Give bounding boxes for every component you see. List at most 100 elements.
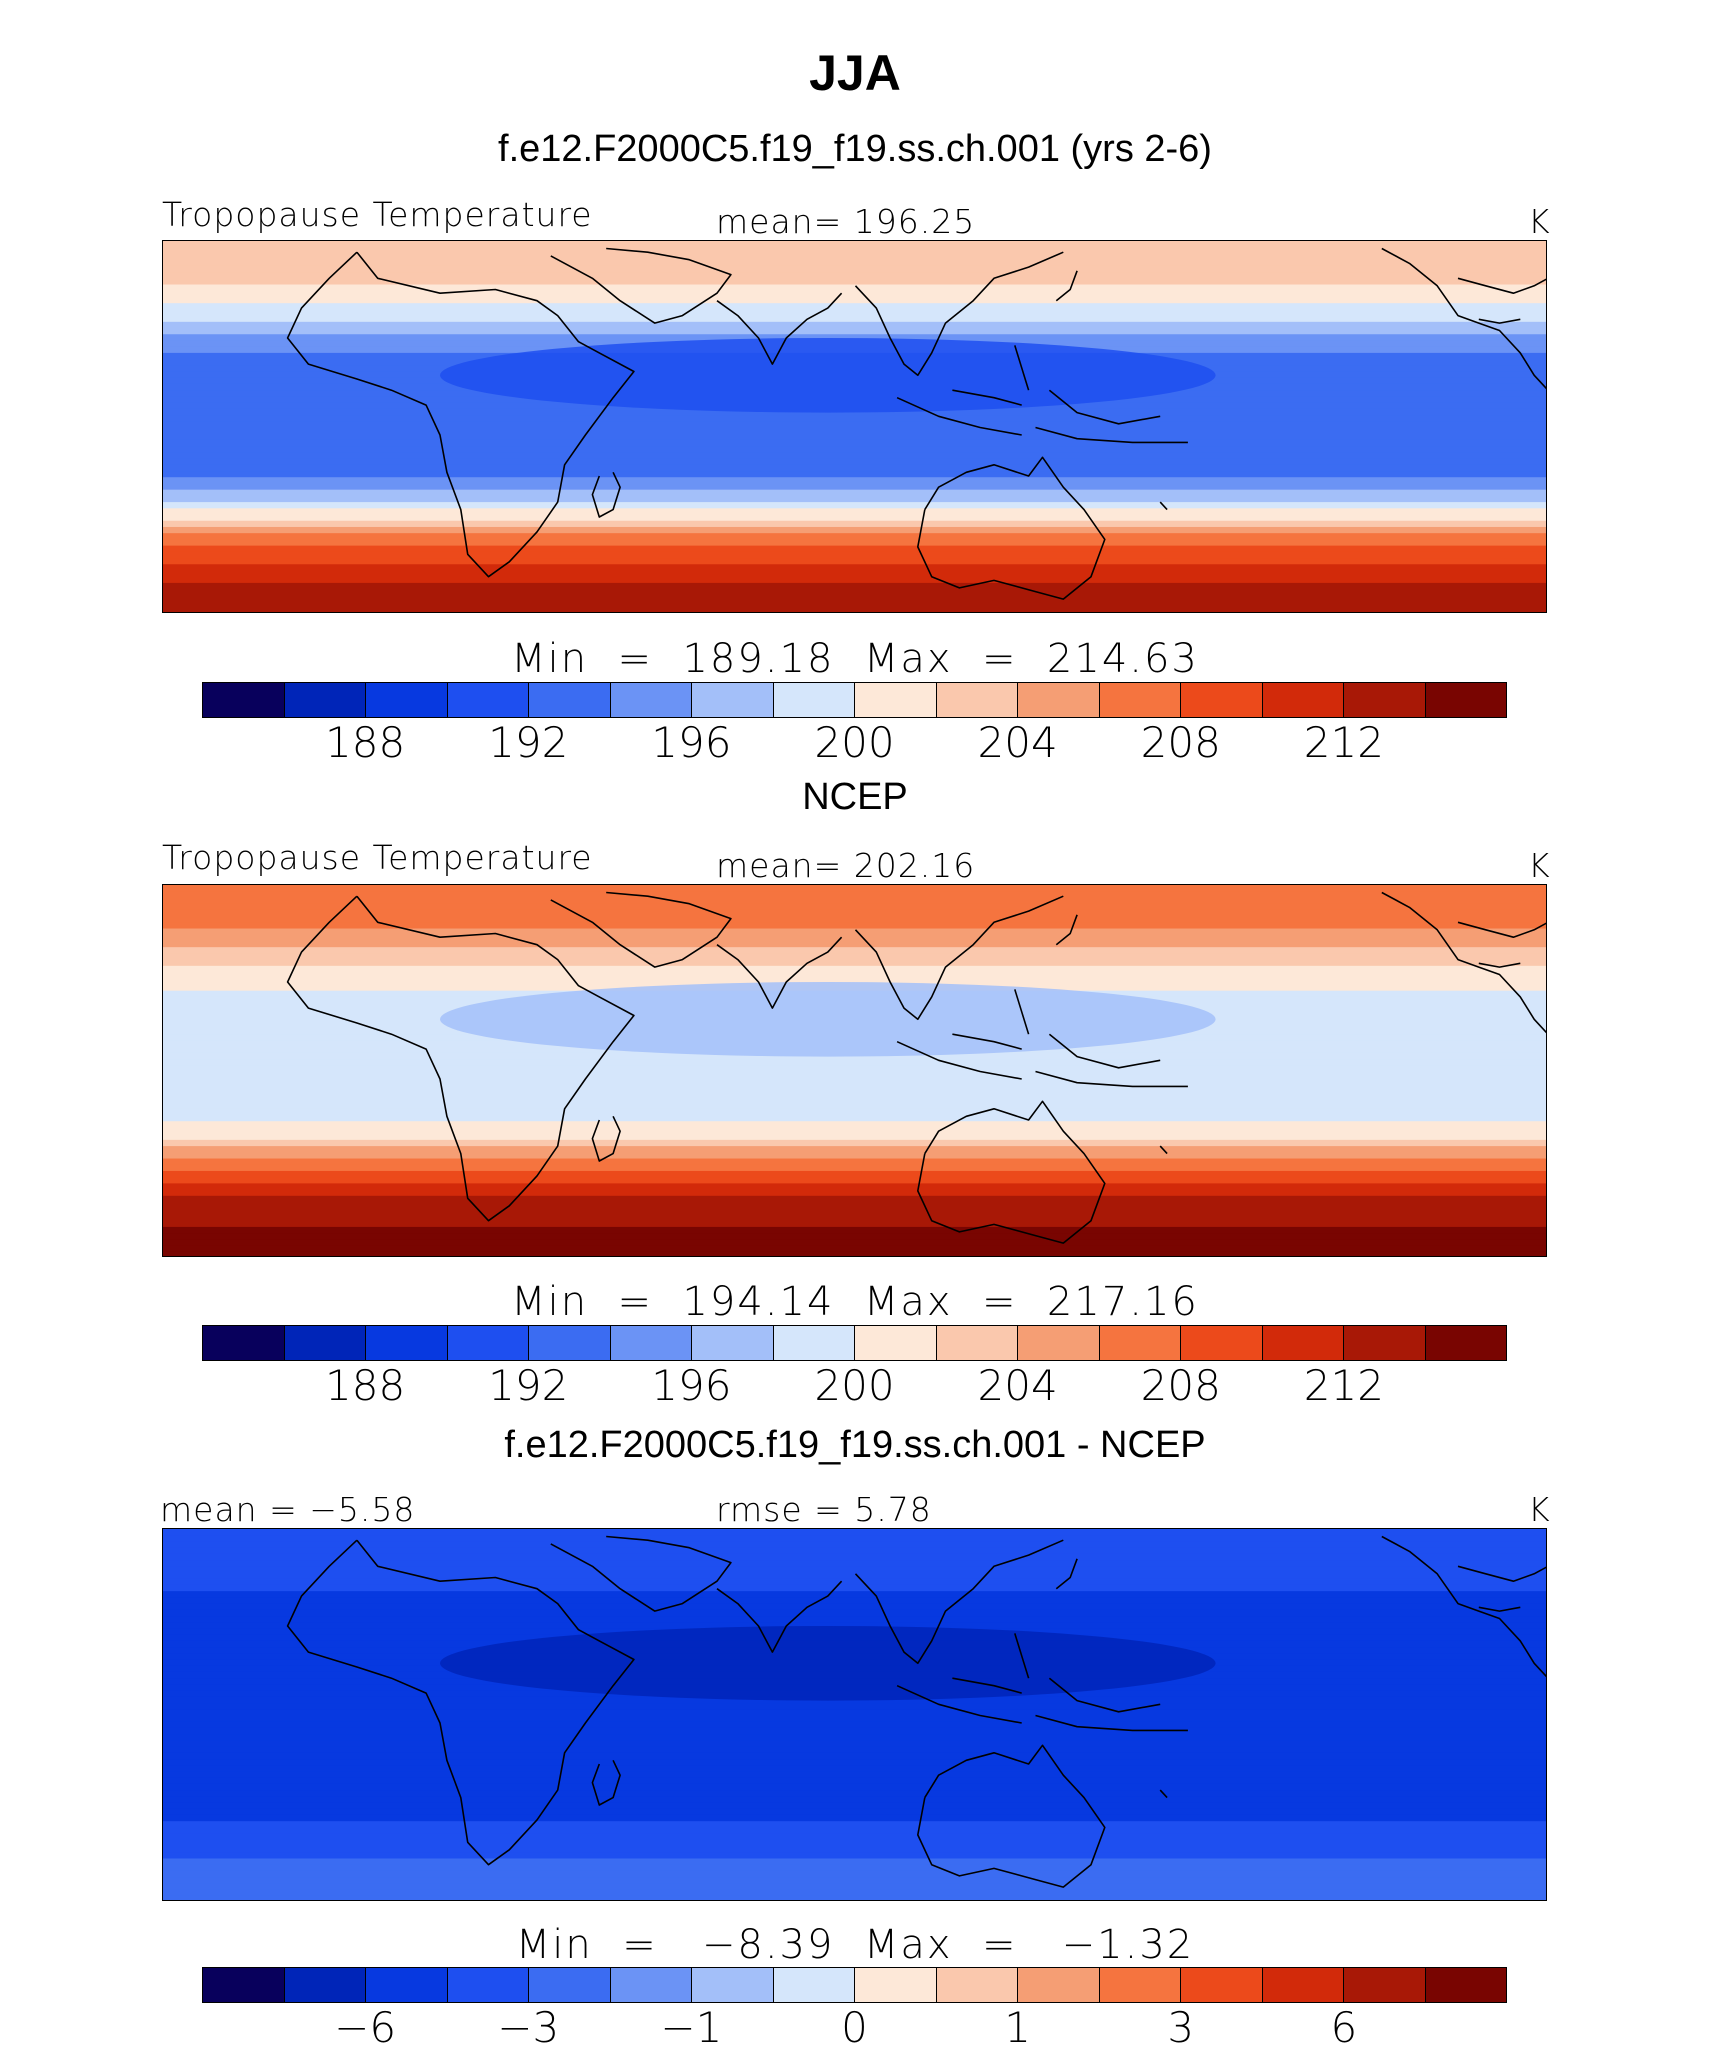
colorbar-tick-label: 192	[488, 1361, 569, 1410]
field-band-12	[163, 959, 1546, 967]
colorbar-swatch-12	[1181, 1326, 1263, 1360]
colorbar-swatch-12	[1181, 683, 1263, 717]
field-band-4	[163, 265, 1546, 273]
coastline-12	[1159, 1789, 1168, 1799]
coastline-7	[1048, 1033, 1161, 1069]
colorbar-swatch-10	[1018, 683, 1100, 717]
field-band-46	[163, 1170, 1546, 1178]
field-band-41	[163, 1783, 1546, 1791]
field-band-32	[163, 1083, 1546, 1091]
field-band-59	[163, 607, 1546, 612]
field-band-39	[163, 1771, 1546, 1779]
field-band-58	[163, 1245, 1546, 1253]
field-band-48	[163, 1827, 1546, 1835]
colorbar-swatch-1	[284, 1326, 366, 1360]
coastline-3	[854, 1539, 1064, 1665]
colorbar-swatch-5	[610, 683, 692, 717]
field-band-53	[163, 1214, 1546, 1222]
field-band-32	[163, 1727, 1546, 1735]
colorbar-swatch-0	[203, 683, 285, 717]
field-band-14	[163, 1616, 1546, 1623]
colorbar-tick-label: 204	[977, 1361, 1058, 1410]
field-band-30	[163, 1715, 1546, 1723]
colorbar-swatch-3	[447, 1326, 529, 1360]
field-band-31	[163, 1077, 1546, 1085]
field-band-49	[163, 545, 1546, 553]
field-band-13	[163, 1609, 1546, 1617]
field-band-59	[163, 1895, 1546, 1900]
field-tropical-core	[440, 1625, 1216, 1701]
field-band-12	[163, 315, 1546, 323]
field-band-57	[163, 1239, 1546, 1247]
colorbar-tick-label: 200	[814, 718, 895, 767]
field-band-35	[163, 458, 1546, 466]
field-band-7	[163, 928, 1546, 936]
panel3-colorbar	[202, 1967, 1507, 2003]
field-band-48	[163, 539, 1546, 547]
panel1-map	[162, 240, 1547, 613]
field-band-51	[163, 558, 1546, 565]
field-band-41	[163, 495, 1546, 503]
colorbar-tick-label: 0	[841, 2003, 868, 2052]
coastline-6	[952, 389, 1022, 406]
colorbar-swatch-6	[692, 1968, 774, 2002]
field-band-38	[163, 1765, 1546, 1773]
colorbar-swatch-9	[936, 683, 1018, 717]
field-band-1	[163, 1535, 1546, 1543]
field-band-6	[163, 1566, 1546, 1574]
colorbar-tick-label: 196	[651, 718, 732, 767]
colorbar-swatch-0	[203, 1326, 285, 1360]
coastline-2	[716, 1580, 843, 1653]
field-band-0	[163, 241, 1546, 248]
field-band-3	[163, 1547, 1546, 1555]
colorbar-swatch-6	[692, 683, 774, 717]
field-band-28	[163, 1059, 1546, 1066]
panel1-map-svg	[163, 241, 1546, 612]
colorbar-tick-label: 212	[1303, 1361, 1384, 1410]
field-band-54	[163, 1864, 1546, 1872]
colorbar-swatch-1	[284, 683, 366, 717]
field-band-56	[163, 589, 1546, 596]
colorbar-swatch-1	[284, 1968, 366, 2002]
colorbar-tick-label: −6	[334, 2003, 397, 2052]
field-band-40	[163, 1777, 1546, 1785]
field-band-11	[163, 953, 1546, 961]
coastline-1	[550, 247, 732, 324]
field-band-32	[163, 439, 1546, 447]
panel1-variable-label: Tropopause Temperature	[162, 195, 593, 234]
field-band-49	[163, 1833, 1546, 1841]
colorbar-swatch-5	[610, 1326, 692, 1360]
colorbar-tick-label: −1	[660, 2003, 723, 2052]
field-band-36	[163, 1108, 1546, 1116]
colorbar-swatch-3	[447, 1968, 529, 2002]
coastline-0	[286, 251, 635, 578]
panel3-rmse-label: rmse = 5.78	[716, 1490, 932, 1529]
field-band-45	[163, 520, 1546, 528]
field-band-39	[163, 1127, 1546, 1135]
panel2-units-label: K	[1528, 846, 1551, 885]
figure-title: JJA	[809, 45, 901, 101]
field-band-54	[163, 1220, 1546, 1228]
field-band-3	[163, 259, 1546, 267]
panel2-map	[162, 884, 1547, 1257]
field-band-10	[163, 303, 1546, 310]
field-band-34	[163, 1740, 1546, 1748]
colorbar-swatch-13	[1262, 1326, 1344, 1360]
field-band-47	[163, 533, 1546, 540]
panel3-units-label: K	[1528, 1490, 1551, 1529]
colorbar-swatch-11	[1099, 683, 1181, 717]
coastline-15	[1478, 318, 1521, 324]
field-band-40	[163, 1133, 1546, 1141]
field-band-1	[163, 247, 1546, 255]
coastline-1	[550, 891, 732, 968]
coastline-5	[896, 1040, 1022, 1080]
colorbar-tick-label: 208	[1140, 1361, 1221, 1410]
field-band-55	[163, 1870, 1546, 1878]
field-band-52	[163, 1208, 1546, 1216]
field-tropical-core	[440, 337, 1216, 413]
field-band-44	[163, 1802, 1546, 1810]
field-band-28	[163, 415, 1546, 422]
coastline-7	[1048, 1677, 1161, 1713]
coastline-14	[1457, 921, 1546, 939]
colorbar-swatch-13	[1262, 683, 1344, 717]
